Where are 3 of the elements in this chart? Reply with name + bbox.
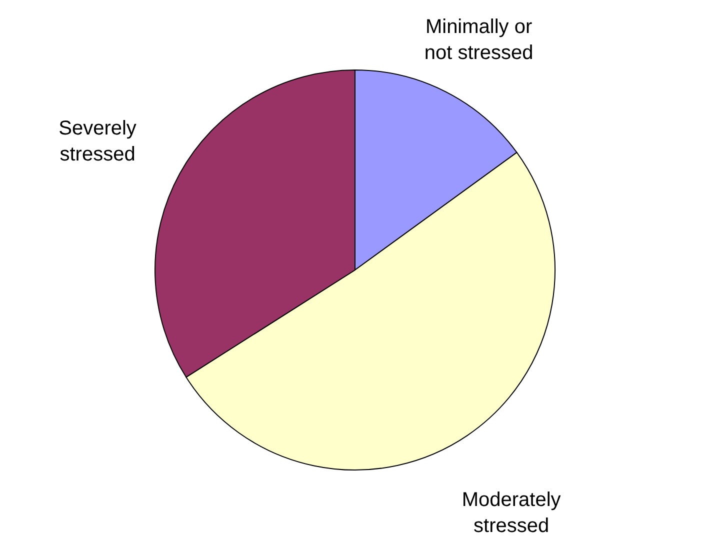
slice-label: Severely stressed (58, 117, 136, 166)
slice-label: Moderately stressed (462, 489, 561, 538)
slice-label: Minimally or not stressed (424, 16, 534, 64)
